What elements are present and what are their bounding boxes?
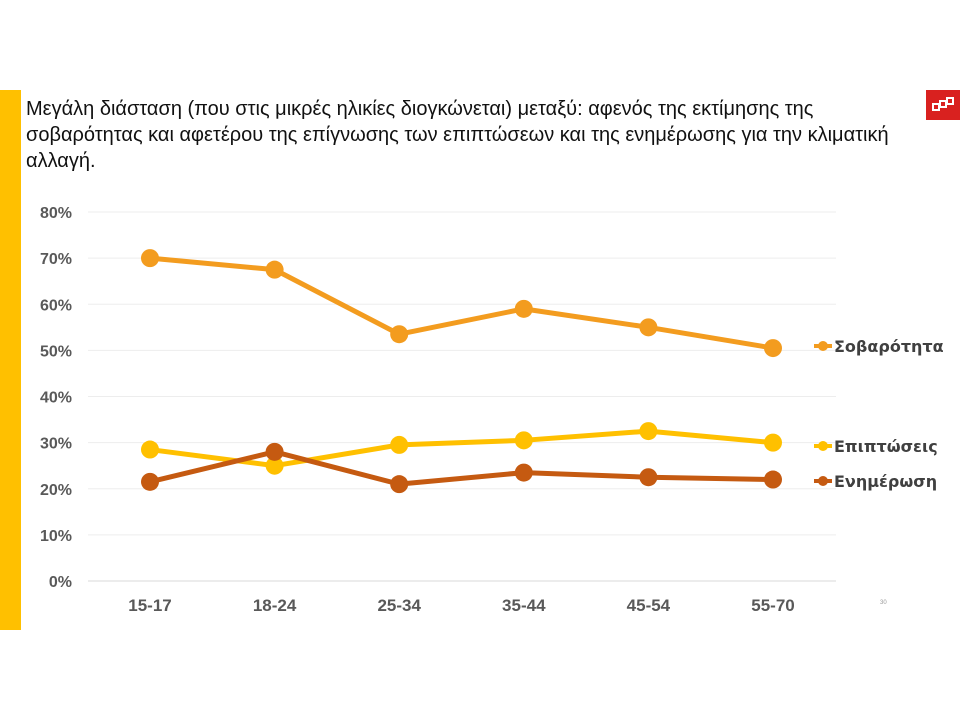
data-point [764,433,782,452]
data-point [639,422,658,441]
x-tick-label: 15-17 [128,596,171,615]
data-point [390,325,409,344]
data-point [764,470,782,489]
y-tick-label: 0% [49,574,72,591]
y-tick-label: 10% [40,528,72,545]
y-tick-label: 20% [40,482,72,499]
y-tick-label: 60% [40,297,72,314]
slide-title: Μεγάλη διάσταση (που στις μικρές ηλικίες… [26,98,889,172]
y-tick-label: 80% [40,205,72,222]
chart-legend: Σοβαρότητα Επιπτώσεις Ενημέρωση [814,337,944,491]
brand-logo-icon [926,90,960,120]
y-tick-label: 40% [40,390,72,407]
y-tick-label: 30% [40,436,72,453]
data-point [265,442,284,461]
series-line-1 [147,255,776,351]
chart-gridlines [88,211,836,582]
series-line-3 [147,449,776,487]
chart-series [141,249,782,494]
brand-logo-glyph-icon [932,97,954,111]
x-tick-label: 45-54 [627,596,671,615]
x-tick-label: 35-44 [502,596,546,615]
legend-label: Ενημέρωση [834,472,937,491]
x-tick-label: 25-34 [377,596,421,615]
data-point [141,440,159,459]
y-tick-label: 50% [40,343,72,360]
y-tick-label: 70% [40,251,72,268]
slide-number: 30 [880,600,887,606]
legend-label: Επιπτώσεις [834,437,938,456]
accent-side-bar [0,90,21,630]
x-tick-label: 55-70 [751,596,794,615]
data-point [141,249,159,268]
legend-swatch-marker [818,441,828,451]
series-line-2 [147,428,776,469]
data-point [141,472,159,491]
data-point [265,456,284,475]
data-point [390,435,409,454]
legend-swatch-marker [818,341,828,351]
data-point [514,299,533,318]
chart-axes: 0% 10% 20% 30% 40% 50% 60% 70% 80% 15-17 18-24 25-3… [40,205,795,615]
data-point [390,475,409,494]
data-point [764,339,782,358]
legend-label: Σοβαρότητα [834,337,944,356]
data-point [639,318,658,337]
data-point [514,463,533,482]
x-tick-label: 18-24 [253,596,297,615]
legend-swatch-marker [818,476,828,486]
data-point [514,431,533,450]
data-point [265,260,284,279]
data-point [639,468,658,487]
